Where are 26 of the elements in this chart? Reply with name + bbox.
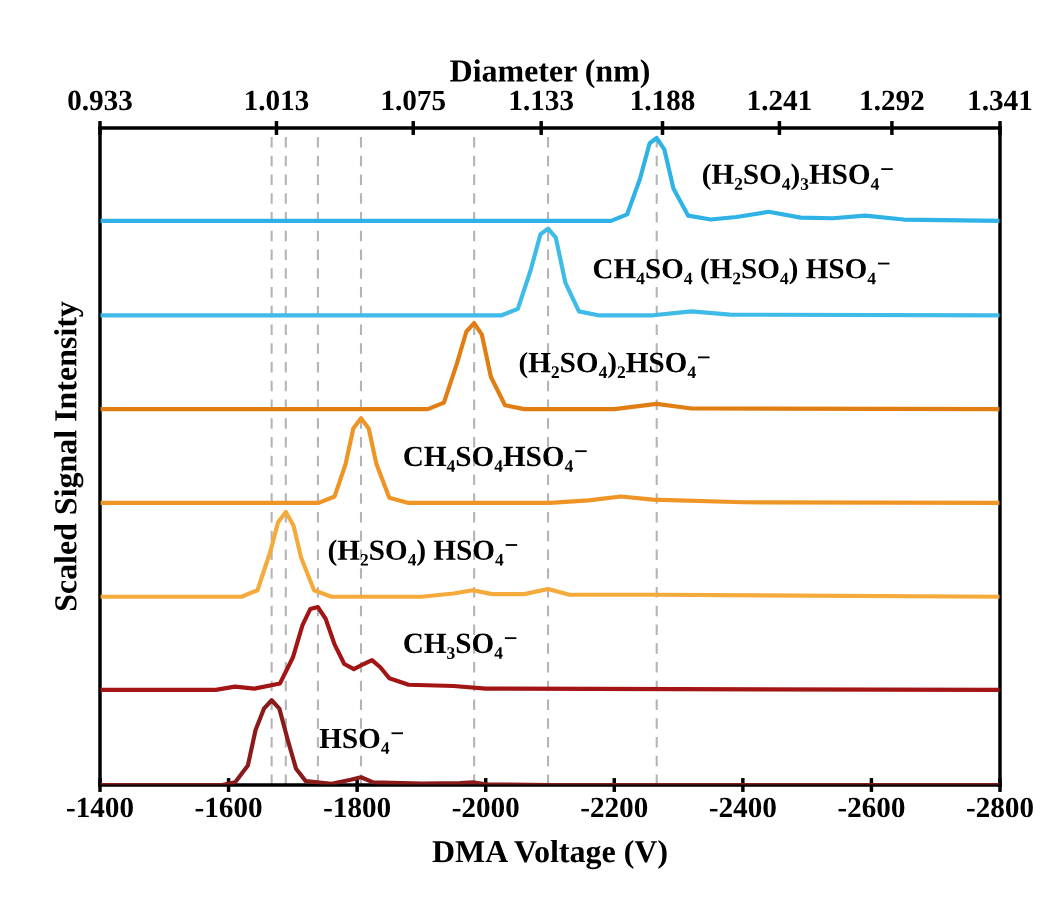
series-label: CH₃SO₄⁻ bbox=[404, 633, 517, 659]
series-label: (H₂SO₄) HSO₄⁻ bbox=[328, 539, 518, 566]
series-label: (H₂SO₄)₂HSO₄⁻ bbox=[519, 351, 710, 379]
x2-axis-title: Diameter (nm) bbox=[450, 59, 649, 89]
x2-tick-label: 1.241 bbox=[748, 90, 811, 111]
series-label: CH₄SO₄ (H₂SO₄) HSO₄⁻ bbox=[593, 258, 890, 285]
x2-tick-label: 1.133 bbox=[510, 90, 573, 111]
x-tick-label: -1800 bbox=[324, 797, 391, 818]
x-tick-label: -2000 bbox=[452, 797, 519, 818]
x-tick-label: -2200 bbox=[581, 797, 648, 818]
x2-tick-label: 1.341 bbox=[969, 90, 1032, 111]
x-tick-label: -2400 bbox=[709, 797, 776, 818]
series-label: (H₂SO₄)₃HSO₄⁻ bbox=[702, 163, 893, 191]
x2-tick-label: 1.292 bbox=[861, 90, 924, 111]
x2-tick-label: 1.075 bbox=[382, 90, 445, 111]
x-tick-label: -2600 bbox=[838, 797, 905, 818]
series-label: HSO₄⁻ bbox=[319, 728, 403, 754]
x-tick-label: -1400 bbox=[67, 797, 133, 818]
series-label: CH₄SO₄HSO₄⁻ bbox=[404, 446, 587, 472]
x2-tick-label: 1.188 bbox=[632, 90, 695, 111]
x-tick-label: -1600 bbox=[195, 797, 262, 818]
x-axis-title: DMA Voltage (V) bbox=[432, 839, 667, 870]
x2-tick-label: 0.933 bbox=[68, 90, 132, 111]
x2-tick-label: 1.013 bbox=[246, 90, 309, 111]
x-tick-label: -2800 bbox=[967, 797, 1033, 818]
y-axis-title: Scaled Signal Intensity bbox=[54, 301, 84, 611]
